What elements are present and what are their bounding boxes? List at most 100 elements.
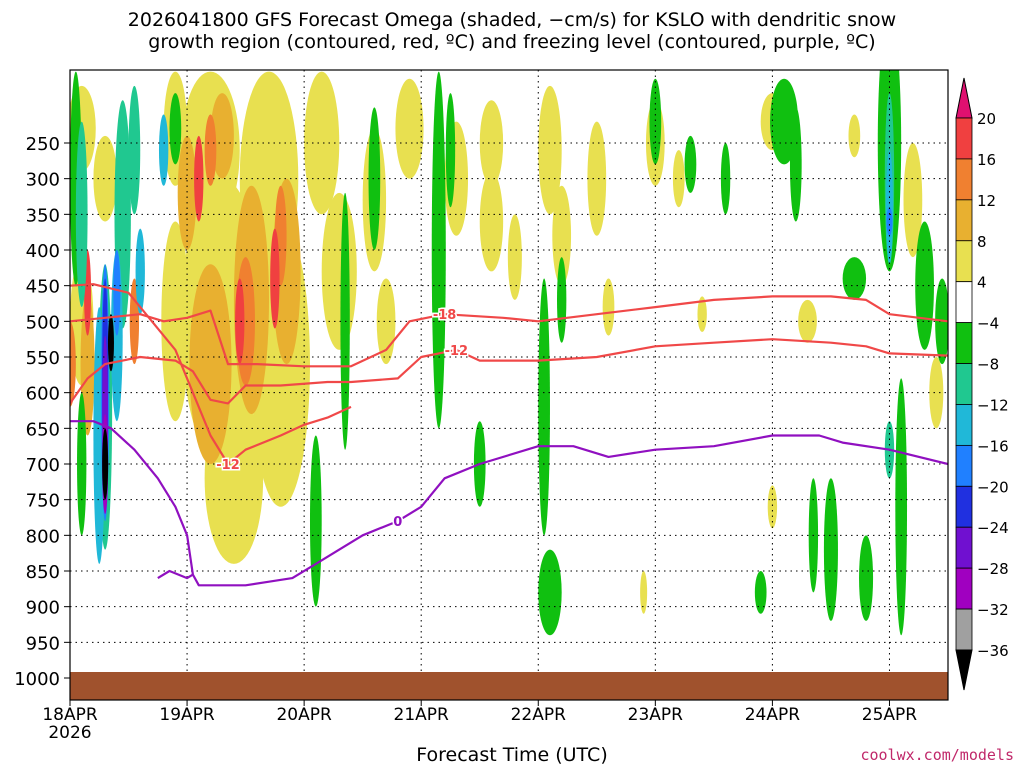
colorbar-label: −36 [977,642,1009,660]
x-tick-label: 25APR [862,705,918,725]
contour-label: -12 [216,458,240,473]
chart-title-line2: growth region (contoured, red, ºC) and f… [148,31,876,53]
omega-shade-patch [309,435,322,607]
omega-shade-patch [321,192,357,350]
y-tick-label: 250 [26,134,60,155]
colorbar-label: −4 [977,315,999,333]
omega-shade-patch [895,378,908,636]
credit-text: coolwx.com/models [860,746,1014,764]
omega-shade-patch [158,114,169,186]
colorbar-segment [955,240,973,283]
y-tick-label: 1000 [14,669,60,690]
omega-shade-patch [128,85,141,215]
colorbar-label: −28 [977,560,1009,578]
colorbar-segment [955,608,973,651]
contour-label: 0 [393,515,402,530]
ground-surface [70,672,948,700]
omega-shade-patch [395,78,424,179]
omega-shade-patch [479,100,504,186]
y-tick-label: 800 [26,526,60,547]
y-tick-label: 500 [26,312,60,333]
y-tick-label: 300 [26,170,60,191]
omega-shade-patch [649,78,662,165]
y-tick-label: 850 [26,562,60,583]
colorbar-label: 4 [977,274,987,292]
chart-title-line1: 2026041800 GFS Forecast Omega (shaded, −… [127,9,897,31]
y-tick-label: 450 [26,277,60,298]
omega-shade-patch [210,93,234,179]
colorbar-bottom-arrow [955,649,973,691]
omega-shade-patch [445,93,456,208]
contour-line [70,295,948,368]
colorbar-label: −8 [977,356,999,374]
colorbar-segment [955,567,973,610]
y-tick-label: 750 [26,491,60,512]
omega-shade-patch [602,278,615,336]
x-tick-label: 19APR [159,705,215,725]
colorbar-label: −24 [977,519,1009,537]
colorbar-segment [955,281,973,324]
y-axis: 250 300 350 400 450 500 550 600 650 700 750 800 850 9… [14,134,70,690]
omega-shade-patch [304,71,340,215]
omega-shade-patch [556,257,567,343]
omega-shade-patch [767,485,778,529]
omega-shade-patch [823,478,838,621]
omega-shade-patch [672,150,685,208]
colorbar-segment [955,117,973,160]
contour-label: -12 [445,344,469,359]
colorbar-label: −16 [977,437,1009,455]
x-tick-label: 22APR [511,705,567,725]
x-tick-label: 21APR [394,705,450,725]
contour-line [70,420,948,587]
omega-shade-patch [754,571,767,614]
x-tick-label: 23APR [628,705,684,725]
omega-shade-patch [368,107,381,250]
omega-shade-patch [270,228,280,329]
colorbar-label: 20 [977,110,996,128]
contour-label: -18 [433,308,457,323]
x-tick-label: 20APR [276,705,332,725]
omega-shade-patch [102,428,109,500]
colorbar-label: 12 [977,192,996,210]
omega-shading [70,70,948,636]
contours: -18 -12 -12 0 [70,283,948,587]
omega-shade-patch [93,135,117,222]
omega-shade-patch [70,321,76,407]
x-tick-year-label: 2026 [48,723,91,743]
colorbar-label: 16 [977,151,996,169]
colorbar-segment [955,444,973,487]
x-tick-label: 18APR [42,705,98,725]
omega-shade-patch [194,135,204,222]
x-axis-title: Forecast Time (UTC) [416,744,608,766]
omega-shade-patch [640,571,648,614]
omega-shade-patch [235,278,245,365]
omega-shade-patch [538,85,562,215]
omega-shade-patch [129,278,140,365]
omega-shade-patch [204,114,217,186]
colorbar-segment [955,322,973,364]
omega-shade-patch [177,135,197,250]
contour-line [70,283,352,466]
colorbar-top-arrow [955,77,973,119]
contour-line [70,338,948,405]
omega-shade-patch [169,93,182,165]
omega-shade-patch [507,214,522,300]
y-tick-label: 550 [26,348,60,369]
omega-shade-patch [113,249,121,336]
omega-shade-patch [479,171,504,272]
x-tick-label: 24APR [745,705,801,725]
omega-shade-patch [848,114,861,158]
omega-shade-patch [538,549,562,636]
y-tick-label: 650 [26,419,60,440]
y-tick-label: 350 [26,205,60,226]
colorbar-label: 8 [977,233,987,251]
y-tick-label: 600 [26,384,60,405]
colorbar-segment [955,199,973,242]
omega-shade-patch [859,535,874,621]
omega-shade-patch [929,357,944,429]
omega-shade-patch [789,107,802,222]
omega-shade-patch [376,278,396,365]
omega-shade-patch [697,296,707,333]
colorbar-segment [955,158,973,201]
